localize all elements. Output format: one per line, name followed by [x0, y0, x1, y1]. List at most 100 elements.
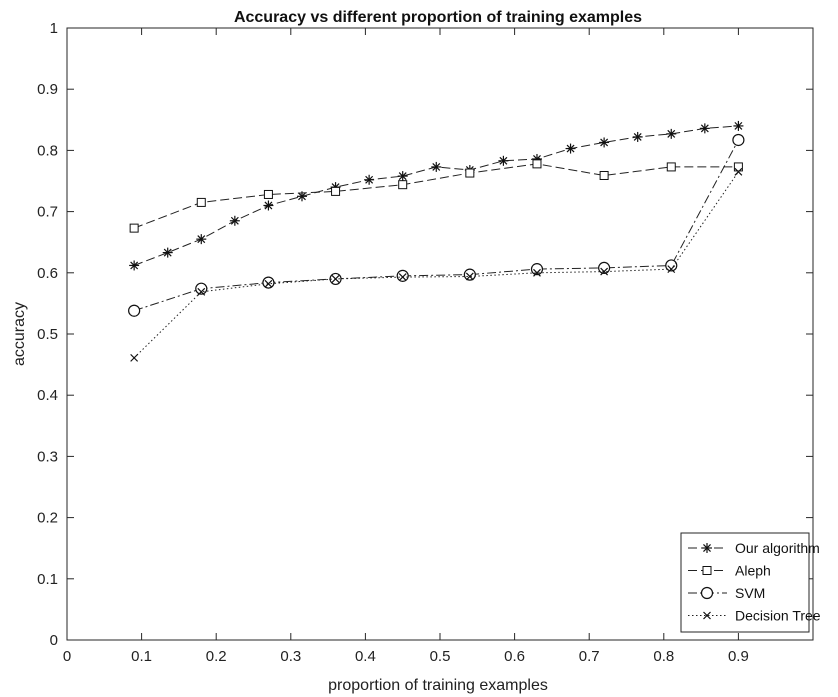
legend-entry: Aleph [688, 563, 771, 579]
data-point [129, 260, 140, 271]
y-tick-label: 0 [50, 632, 58, 649]
data-point [734, 167, 743, 176]
x-stroke [465, 272, 474, 281]
series-line [133, 171, 739, 359]
legend-entry: Our algorithm [688, 540, 820, 556]
data-point [733, 120, 744, 131]
x-stroke [130, 353, 139, 362]
x-tick-label: 0.8 [653, 648, 674, 665]
asterisk-stroke [197, 235, 206, 244]
legend: Our algorithm Aleph SVM Decision Tree [680, 532, 821, 633]
y-tick-label: 0.8 [37, 142, 58, 159]
x-stroke [600, 267, 609, 276]
data-point [532, 159, 542, 169]
legend-entry: Decision Tree [688, 608, 821, 624]
x-tick-label: 0.4 [355, 648, 376, 665]
data-point [600, 267, 609, 276]
data-point [262, 276, 275, 289]
x-tick-label: 0.2 [206, 648, 227, 665]
data-point [398, 273, 407, 282]
legend-marker [702, 543, 712, 553]
legend-label: Decision Tree [735, 608, 821, 624]
data-point [598, 261, 611, 275]
legend-label: SVM [735, 585, 765, 601]
data-point [530, 263, 544, 276]
data-point [733, 162, 743, 172]
asterisk-stroke [600, 138, 609, 147]
data-point [699, 123, 710, 134]
y-tick-label: 0.6 [37, 265, 58, 282]
data-point [665, 259, 678, 272]
series-line [133, 163, 739, 229]
y-tick-label: 0.4 [37, 387, 58, 404]
data-point [263, 189, 273, 199]
data-point [431, 161, 442, 172]
data-point [331, 186, 341, 196]
asterisk-stroke [703, 544, 711, 552]
legend-marker [703, 611, 711, 620]
data-point [130, 353, 139, 362]
data-point [397, 171, 408, 182]
data-point [229, 215, 240, 226]
data-point [732, 133, 745, 147]
data-point [264, 279, 273, 288]
chart-title: Accuracy vs different proportion of trai… [234, 9, 642, 26]
data-point [129, 223, 139, 233]
series-decision-tree [130, 167, 743, 362]
x-stroke [264, 279, 273, 288]
asterisk-stroke [298, 192, 306, 201]
data-point [196, 197, 206, 207]
legend-label: Our algorithm [735, 540, 820, 556]
y-tick-label: 0.3 [37, 448, 58, 465]
axis-ticks: 0 0.1 0.2 0.3 0.4 0.5 0.6 0.7 0.8 0.9 0 0.1 0.2 0.3 0.… [37, 20, 813, 665]
y-tick-label: 0.5 [37, 326, 58, 343]
data-point [667, 265, 676, 274]
asterisk-stroke [667, 129, 676, 138]
asterisk-stroke [432, 162, 441, 171]
legend-label: Aleph [735, 563, 771, 579]
data-point [196, 234, 207, 245]
asterisk-stroke [398, 172, 407, 181]
legend-box [680, 532, 810, 633]
asterisk-stroke [163, 248, 172, 257]
data-point [599, 170, 609, 180]
series-aleph [129, 159, 743, 233]
x-tick-label: 0.6 [504, 648, 525, 665]
asterisk-stroke [130, 261, 139, 270]
x-tick-label: 0.1 [131, 648, 152, 665]
x-stroke [533, 268, 541, 277]
x-stroke [703, 611, 711, 620]
x-tick-label: 0.5 [430, 648, 451, 665]
y-tick-label: 0.1 [37, 571, 58, 588]
y-tick-label: 1 [50, 20, 58, 37]
asterisk-stroke [566, 144, 575, 153]
data-point [533, 268, 541, 277]
asterisk-stroke [264, 201, 273, 210]
data-point [465, 168, 475, 178]
data-point [666, 162, 676, 172]
y-tick-label: 0.9 [37, 81, 58, 98]
data-point [599, 137, 610, 148]
x-tick-label: 0 [63, 648, 71, 665]
data-point [498, 155, 509, 166]
series-line [133, 139, 739, 312]
data-point [331, 274, 340, 283]
data-point [364, 174, 375, 185]
x-tick-label: 0.7 [579, 648, 600, 665]
x-axis-label: proportion of training examples [328, 677, 548, 694]
asterisk-stroke [700, 124, 709, 133]
data-point [463, 268, 476, 281]
x-stroke [667, 265, 676, 274]
y-axis-label: accuracy [11, 302, 28, 366]
x-stroke [734, 167, 743, 176]
data-point [666, 128, 677, 139]
legend-marker [700, 586, 714, 600]
asterisk-stroke [230, 216, 239, 225]
y-tick-label: 0.7 [37, 204, 58, 221]
data-point [162, 247, 173, 258]
asterisk-stroke [734, 121, 743, 130]
asterisk-stroke [499, 156, 508, 165]
asterisk-stroke [633, 132, 642, 141]
x-tick-label: 0.3 [280, 648, 301, 665]
x-stroke [197, 287, 206, 296]
